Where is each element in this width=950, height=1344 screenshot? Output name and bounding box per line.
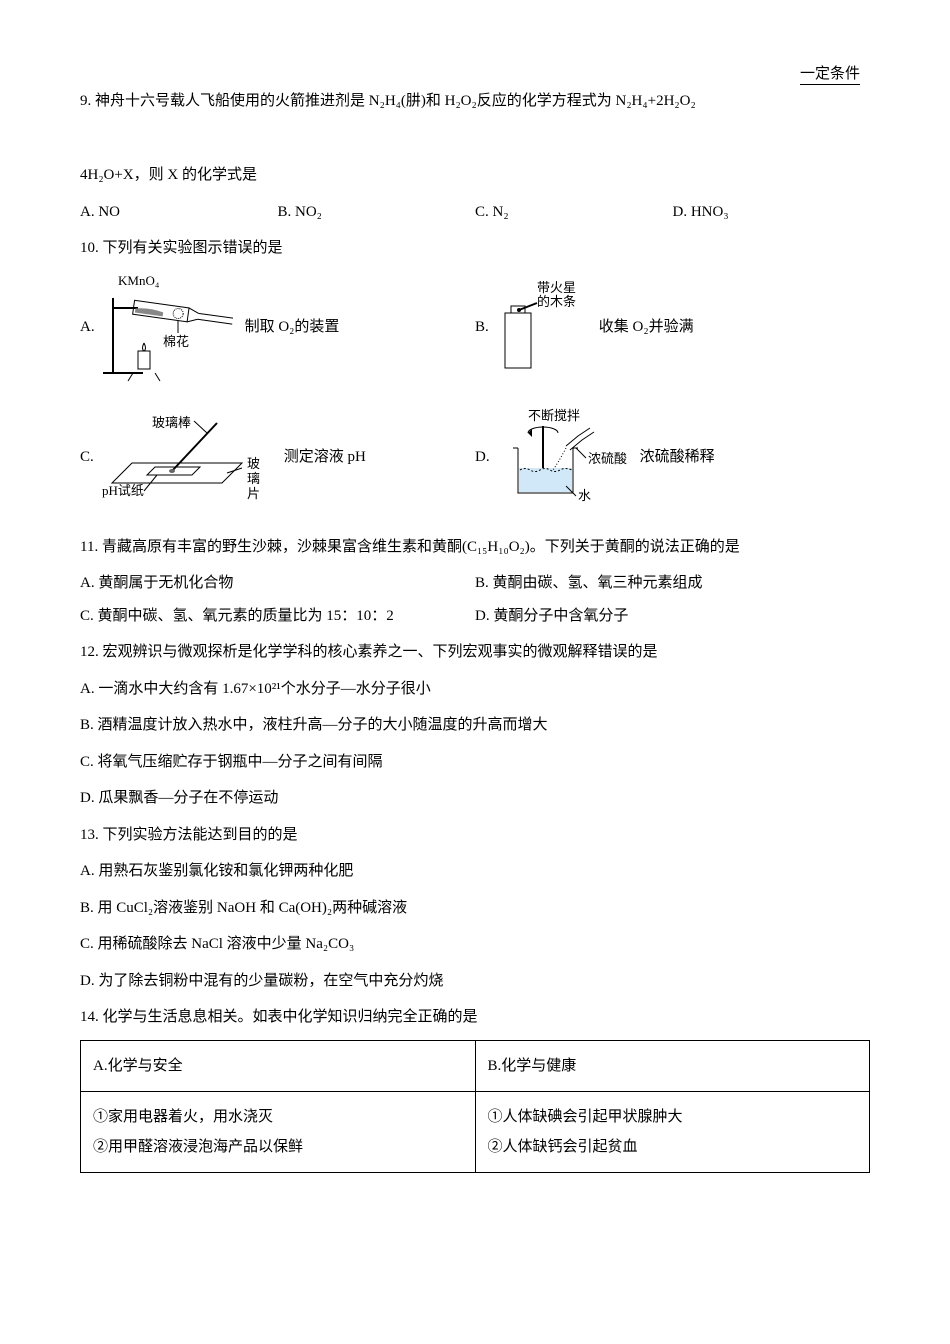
q14-cell-a-body: ①家用电器着火，用水浇灭 ②用甲醛溶液浸泡海产品以保鲜 xyxy=(81,1091,476,1172)
q12-opt-d: D. 瓜果飘香—分子在不停运动 xyxy=(80,784,870,813)
q11-opt-a: A. 黄酮属于无机化合物 xyxy=(80,569,475,598)
q9-stem-1: 9. 神舟十六号载人飞船使用的火箭推进剂是 N₂H₄(肼)和 H₂O₂反应的化学… xyxy=(80,87,870,116)
q14-cell-b-body: ①人体缺碘会引起甲状腺肿大 ②人体缺钙会引起贫血 xyxy=(475,1091,870,1172)
q9-opt-a: A. NO xyxy=(80,198,278,227)
q13-opt-a: A. 用熟石灰鉴别氯化铵和氯化钾两种化肥 xyxy=(80,857,870,886)
condition-text: 一定条件 xyxy=(80,60,860,89)
q13-opt-b: B. 用 CuCl₂溶液鉴别 NaOH 和 Ca(OH)₂两种碱溶液 xyxy=(80,894,870,923)
q9-options: A. NO B. NO₂ C. N₂ D. HNO₃ xyxy=(80,198,870,227)
q10-stem: 10. 下列有关实验图示错误的是 xyxy=(80,234,870,263)
q14-table: A.化学与安全 B.化学与健康 ①家用电器着火，用水浇灭 ②用甲醛溶液浸泡海产品… xyxy=(80,1040,870,1173)
q10-d-diagram: 不断搅拌 浓硫酸 水 xyxy=(498,408,628,508)
svg-text:棉花: 棉花 xyxy=(163,334,189,349)
q10-a-caption: 制取 O₂的装置 xyxy=(245,313,340,342)
q10-b-label: B. xyxy=(475,313,489,342)
q11-stem: 11. 青藏高原有丰富的野生沙棘，沙棘果富含维生素和黄酮(C₁₅H₁₀O₂)。下… xyxy=(80,533,870,562)
svg-text:水: 水 xyxy=(578,488,591,503)
q10-d-caption: 浓硫酸稀释 xyxy=(640,443,715,472)
q14-cell-a-title: A.化学与安全 xyxy=(81,1040,476,1091)
svg-text:浓硫酸: 浓硫酸 xyxy=(588,451,627,466)
q11-opt-c: C. 黄酮中碳、氢、氧元素的质量比为 15：10：2 xyxy=(80,602,475,631)
q13-stem: 13. 下列实验方法能达到目的的是 xyxy=(80,821,870,850)
q10-c-label: C. xyxy=(80,443,94,472)
q10-d-label: D. xyxy=(475,443,490,472)
svg-text:不断搅拌: 不断搅拌 xyxy=(528,408,580,423)
q14-stem: 14. 化学与生活息息相关。如表中化学知识归纳完全正确的是 xyxy=(80,1003,870,1032)
q10-c-caption: 测定溶液 pH xyxy=(284,443,366,472)
q10-b-diagram: 带火星 的木条 xyxy=(497,278,587,378)
q11-opt-b: B. 黄酮由碳、氢、氧三种元素组成 xyxy=(475,569,870,598)
q13-opt-d: D. 为了除去铜粉中混有的少量碳粉，在空气中充分灼烧 xyxy=(80,967,870,996)
q9-opt-d: D. HNO₃ xyxy=(673,198,871,227)
q9-opt-c: C. N₂ xyxy=(475,198,673,227)
svg-text:璃: 璃 xyxy=(247,471,260,486)
q10-b-caption: 收集 O₂并验满 xyxy=(599,313,694,342)
svg-text:片: 片 xyxy=(247,486,260,501)
q12-opt-c: C. 将氧气压缩贮存于钢瓶中—分子之间有间隔 xyxy=(80,748,870,777)
q12-stem: 12. 宏观辨识与微观探析是化学学科的核心素养之一、下列宏观事实的微观解释错误的… xyxy=(80,638,870,667)
svg-text:KMnO₄: KMnO₄ xyxy=(118,273,160,288)
svg-text:带火星: 带火星 xyxy=(537,280,576,295)
q9-stem-2: 4H₂O+X，则 X 的化学式是 xyxy=(80,161,870,190)
q9-opt-b: B. NO₂ xyxy=(278,198,476,227)
q14-cell-b-title: B.化学与健康 xyxy=(475,1040,870,1091)
q10-a-label: A. xyxy=(80,313,95,342)
q13-opt-c: C. 用稀硫酸除去 NaCl 溶液中少量 Na₂CO₃ xyxy=(80,930,870,959)
svg-text:玻璃棒: 玻璃棒 xyxy=(152,415,191,430)
q10-a-diagram: KMnO₄ 棉花 xyxy=(103,273,233,383)
q12-opt-a: A. 一滴水中大约含有 1.67×10²¹个水分子—水分子很小 xyxy=(80,675,870,704)
q10-c-diagram: 玻璃棒 pH试纸 玻 璃 片 xyxy=(102,413,272,503)
q12-opt-b: B. 酒精温度计放入热水中，液柱升高—分子的大小随温度的升高而增大 xyxy=(80,711,870,740)
q11-opt-d: D. 黄酮分子中含氧分子 xyxy=(475,602,870,631)
svg-text:的木条: 的木条 xyxy=(537,294,576,309)
svg-text:玻: 玻 xyxy=(247,456,260,471)
svg-text:pH试纸: pH试纸 xyxy=(102,483,144,498)
